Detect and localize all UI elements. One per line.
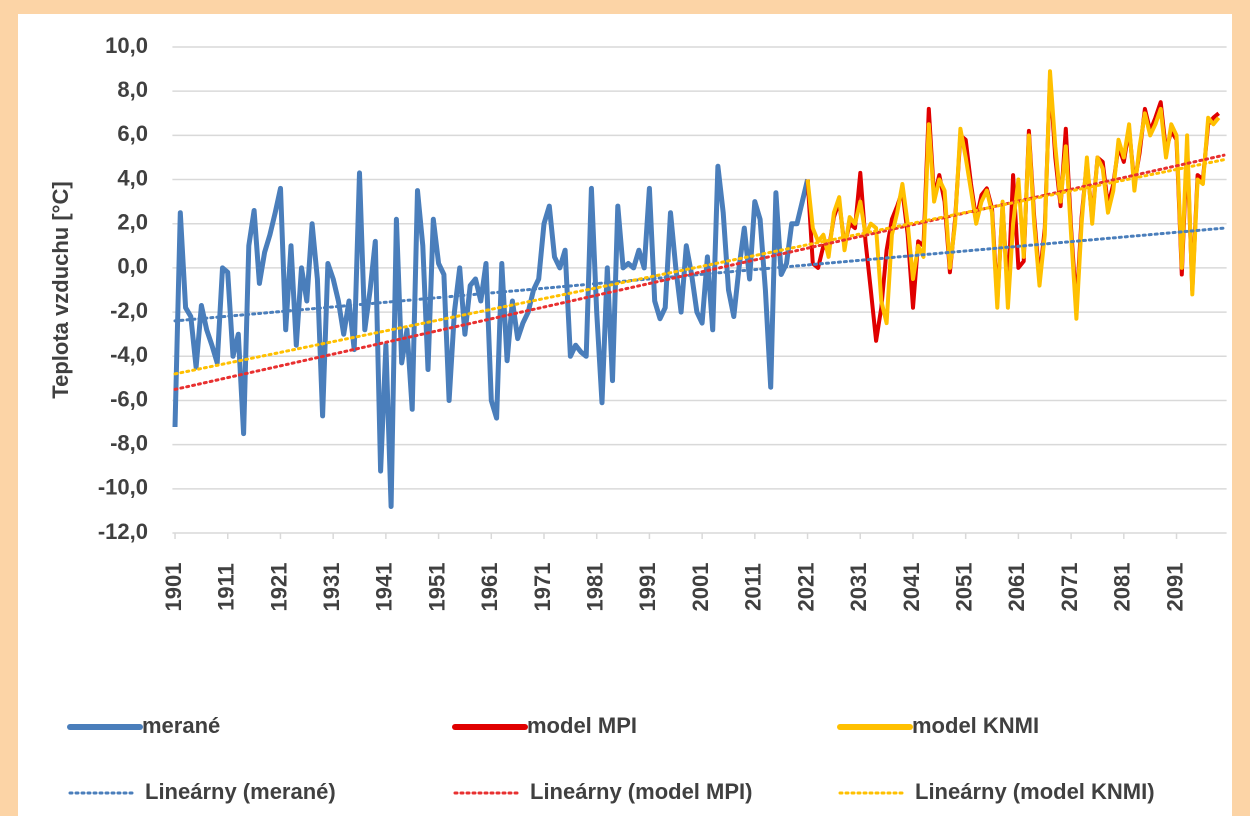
x-tick-label: 1971	[530, 563, 555, 612]
x-tick-label: 2061	[1004, 563, 1029, 612]
series-line	[172, 163, 811, 509]
y-tick-label: -4,0	[110, 342, 148, 367]
x-tick-label: 1901	[161, 563, 186, 612]
y-tick-label: -12,0	[98, 519, 148, 544]
x-tick-label: 1931	[319, 563, 344, 612]
x-tick-label: 2091	[1162, 563, 1187, 612]
x-tick-label: 2071	[1057, 563, 1082, 612]
y-tick-label: 0,0	[117, 254, 148, 279]
x-tick-label: 2081	[1110, 563, 1135, 612]
x-tick-label: 2011	[741, 563, 766, 611]
y-tick-label: -8,0	[110, 430, 148, 455]
x-tick-label: 1991	[635, 563, 660, 612]
y-tick-label: -10,0	[98, 475, 148, 500]
y-tick-label: 4,0	[117, 165, 148, 190]
x-tick-label: 2041	[899, 563, 924, 612]
x-tick-label: 1981	[583, 563, 608, 612]
y-tick-label: -2,0	[110, 298, 148, 323]
y-tick-label: 2,0	[117, 210, 148, 235]
y-tick-label: 6,0	[117, 121, 148, 146]
y-tick-label: -6,0	[110, 386, 148, 411]
series-line	[173, 153, 1226, 391]
x-tick-label: 1911	[214, 563, 239, 611]
series-line	[173, 158, 1226, 376]
series-line	[173, 226, 1226, 323]
legend-label: Lineárny (model KNMI)	[915, 779, 1155, 804]
y-axis-label: Teplota vzduchu [°C]	[48, 181, 73, 398]
legend-label: merané	[142, 713, 220, 738]
legend-label: model MPI	[527, 713, 637, 738]
legend-label: model KNMI	[912, 713, 1039, 738]
legend-label: Lineárny (merané)	[145, 779, 336, 804]
x-tick-label: 2051	[951, 563, 976, 612]
legend-label: Lineárny (model MPI)	[530, 779, 752, 804]
y-tick-label: 8,0	[117, 77, 148, 102]
x-tick-label: 2031	[846, 563, 871, 612]
x-tick-label: 1921	[266, 563, 291, 612]
x-tick-label: 2001	[688, 563, 713, 612]
y-tick-label: 10,0	[105, 33, 148, 58]
x-tick-label: 1941	[372, 563, 397, 612]
x-tick-label: 1951	[424, 563, 449, 612]
x-tick-label: 1961	[477, 563, 502, 612]
series-line	[805, 69, 1221, 326]
x-tick-label: 2021	[793, 563, 818, 612]
